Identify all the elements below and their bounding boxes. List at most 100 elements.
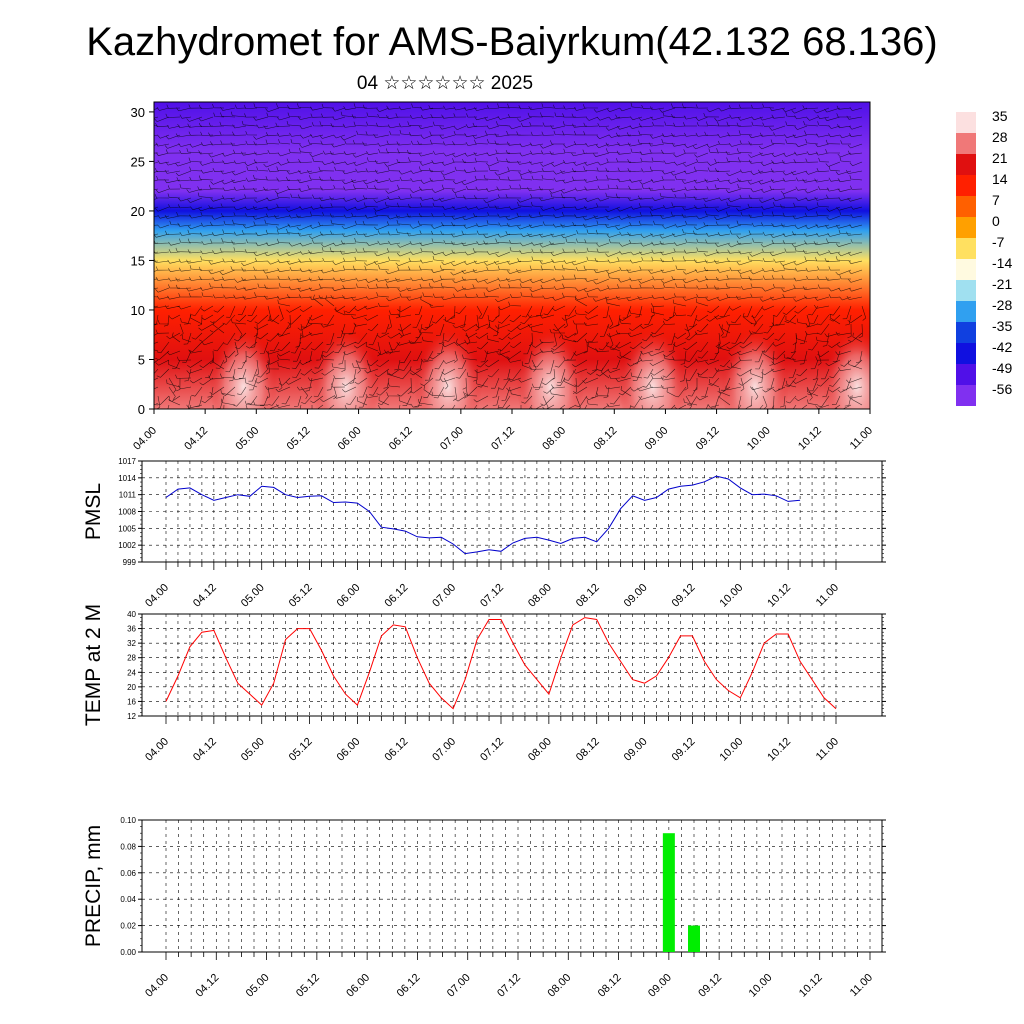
- time-tick-label: 05.12: [287, 582, 315, 610]
- colorbar-label: -42: [992, 339, 1012, 355]
- y-tick-label: 0.00: [120, 948, 136, 957]
- y-tick-label: 25: [131, 154, 145, 169]
- wind-barb-field: [154, 102, 867, 409]
- y-tick-label: 5: [138, 352, 145, 367]
- pmsl-panel: 999 1002 1005 1008 1011 1014 1017 PMSL 04.00 04.1…: [82, 457, 886, 610]
- colorbar-swatch: [956, 154, 976, 175]
- time-tick-label: 07.12: [495, 972, 523, 1000]
- warm-core: [823, 323, 870, 409]
- colorbar-label: 35: [992, 108, 1008, 124]
- colorbar-swatch: [956, 238, 976, 259]
- warm-core: [414, 323, 483, 409]
- time-tick-label: 04.00: [143, 736, 171, 764]
- panel-ylabel: TEMP at 2 M: [82, 604, 105, 726]
- time-tick-label: 07.00: [438, 425, 466, 453]
- colorbar-swatch: [956, 217, 976, 238]
- y-tick-label: 24: [127, 668, 136, 677]
- y-tick-label: 1017: [118, 457, 136, 466]
- y-tick-label: 1014: [118, 474, 136, 483]
- time-tick-label: 10.12: [797, 972, 825, 1000]
- colorbar-swatch: [956, 280, 976, 301]
- time-tick-label: 07.00: [430, 736, 458, 764]
- warm-core: [311, 323, 380, 409]
- vertical-grid: [165, 820, 871, 952]
- time-tick-label: 09.12: [670, 736, 698, 764]
- y-tick-label: 36: [127, 625, 136, 634]
- data-line: [165, 475, 801, 555]
- colorbar: 35 28 21 14 7 0 -7 -14 -21 -28 -35 -42 -49 -56: [956, 108, 1012, 406]
- time-tick-label: 08.12: [596, 972, 624, 1000]
- colorbar-label: -56: [992, 381, 1012, 397]
- vertical-grid: [165, 614, 837, 716]
- time-tick-label: 04.00: [143, 972, 171, 1000]
- time-tick-label: 05.12: [285, 425, 313, 453]
- precip-bar: [662, 833, 675, 952]
- horizontal-grid: [142, 460, 882, 563]
- colorbar-swatch: [956, 175, 976, 196]
- time-tick-label: 07.12: [478, 582, 506, 610]
- y-tick-label: 0.08: [120, 842, 136, 851]
- precip-bar: [688, 925, 700, 952]
- y-tick-label: 40: [127, 610, 136, 619]
- colorbar-swatch: [956, 259, 976, 280]
- panel-frame: [141, 819, 883, 953]
- panel-ylabel: PRECIP, mm: [82, 825, 105, 947]
- time-tick-label: 05.00: [244, 972, 272, 1000]
- time-tick-label: 06.12: [382, 736, 410, 764]
- wind-barbs: [154, 102, 867, 409]
- time-tick-label: 10.00: [717, 736, 745, 764]
- y-tick-label: 10: [131, 303, 145, 318]
- time-tick-label: 06.12: [395, 972, 423, 1000]
- time-tick-label: 05.12: [287, 736, 315, 764]
- colorbar-label: -7: [992, 234, 1005, 250]
- time-tick-label: 06.00: [344, 972, 372, 1000]
- colorbar-swatch: [956, 196, 976, 217]
- time-tick-label: 04.12: [191, 582, 219, 610]
- time-tick-label: 10.12: [765, 736, 793, 764]
- panel-frame: [141, 460, 883, 563]
- y-tick-label: 0.02: [120, 922, 136, 931]
- colorbar-label: 7: [992, 192, 1000, 208]
- chart-subtitle: 04 ☆☆☆☆☆☆ 2025: [356, 73, 534, 94]
- colorbar-label: 21: [992, 150, 1008, 166]
- cross-section-panel: 0 5 10 15 20 25 30 04.00 04.12 05.00 05.12 06.00 06.…: [131, 101, 875, 453]
- y-tick-label: 32: [127, 639, 136, 648]
- y-tick-label: 28: [127, 654, 136, 663]
- time-tick-label: 10.00: [745, 425, 773, 453]
- time-tick-label: 11.00: [814, 736, 841, 763]
- y-tick-label: 12: [127, 712, 136, 721]
- time-tick-label: 09.00: [643, 425, 671, 453]
- time-tick-label: 04.12: [191, 736, 219, 764]
- colorbar-label: -49: [992, 360, 1012, 376]
- time-tick-label: 09.00: [622, 736, 650, 764]
- colorbar-swatch: [956, 364, 976, 385]
- y-tick-label: 0: [138, 402, 145, 417]
- time-tick-label: 05.00: [239, 736, 267, 764]
- time-tick-label: 09.00: [646, 972, 674, 1000]
- warm-core: [209, 323, 278, 409]
- time-tick-label: 08.12: [574, 736, 602, 764]
- y-tick-label: 1002: [118, 541, 136, 550]
- panel-ylabel: PMSL: [82, 483, 105, 540]
- colorbar-label: -28: [992, 297, 1012, 313]
- time-tick-label: 10.00: [747, 972, 775, 1000]
- y-tick-label: 16: [127, 697, 136, 706]
- y-tick-label: 20: [127, 683, 136, 692]
- colorbar-label: -35: [992, 318, 1012, 334]
- y-tick-label: 999: [123, 558, 137, 567]
- time-tick-label: 05.00: [239, 582, 267, 610]
- y-tick-label: 1008: [118, 508, 136, 517]
- y-tick-label: 1005: [118, 524, 136, 533]
- horizontal-grid: [142, 613, 882, 717]
- horizontal-grid: [142, 819, 882, 953]
- chart-title: Kazhydromet for AMS-Baiyrkum(42.132 68.1…: [86, 20, 938, 64]
- temp2m-panel: 12 16 20 24 28 32 36 40 TEMP at 2 M 04.00 04.12 05.…: [82, 604, 886, 764]
- y-tick-label: 20: [131, 204, 145, 219]
- vertical-grid: [165, 461, 837, 562]
- colorbar-swatch: [956, 322, 976, 343]
- time-tick-label: 08.00: [526, 736, 554, 764]
- colorbar-label: 28: [992, 129, 1008, 145]
- colorbar-label: 14: [992, 171, 1008, 187]
- time-tick-label: 08.00: [526, 582, 554, 610]
- time-tick-label: 06.00: [335, 582, 363, 610]
